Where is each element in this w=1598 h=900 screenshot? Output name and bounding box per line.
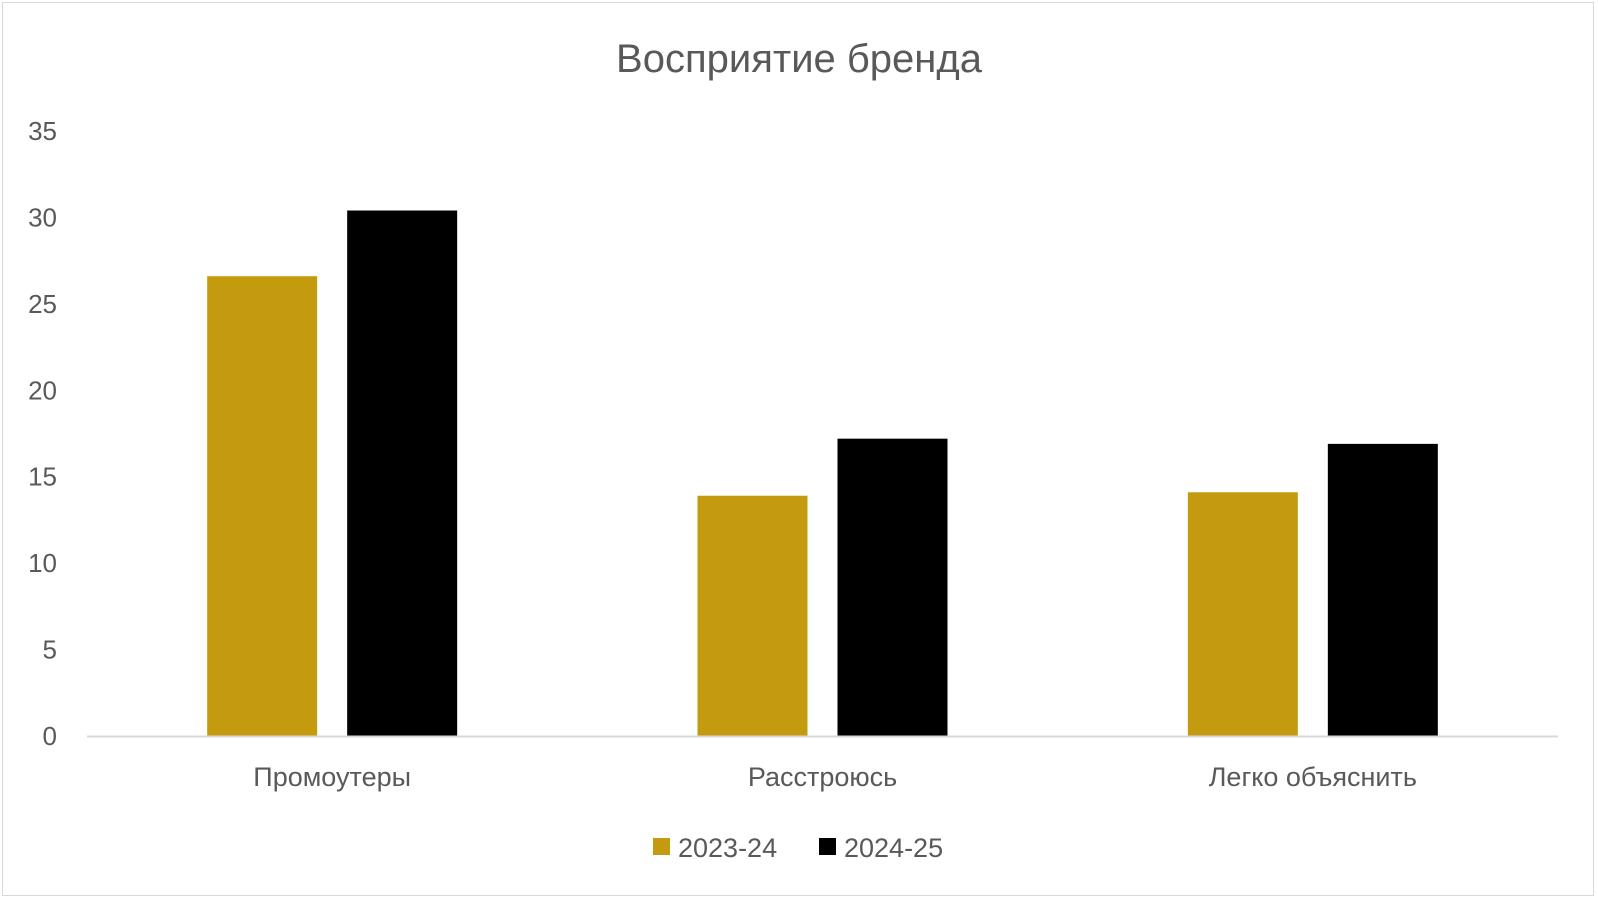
category-label: Промоутеры bbox=[253, 762, 411, 792]
y-tick-label: 30 bbox=[28, 202, 57, 232]
y-tick-label: 10 bbox=[28, 548, 57, 578]
y-tick-label: 0 bbox=[43, 721, 57, 751]
legend-label: 2024-25 bbox=[844, 833, 943, 863]
bar-2024-25-1 bbox=[347, 210, 458, 736]
bar-2024-25-2 bbox=[837, 438, 948, 736]
bars bbox=[207, 210, 1438, 736]
category-label: Расстроюсь bbox=[748, 762, 897, 792]
chart-title: Восприятие бренда bbox=[616, 37, 983, 81]
y-tick-label: 5 bbox=[43, 635, 57, 665]
category-labels: Промоутеры Расстроюсь Легко объяснить bbox=[253, 762, 1417, 792]
legend: 2023-24 2024-25 bbox=[653, 833, 943, 863]
bar-2023-24-3 bbox=[1187, 492, 1298, 736]
y-tick-label: 35 bbox=[28, 116, 57, 146]
legend-swatch-2023-24 bbox=[653, 838, 670, 855]
legend-swatch-2024-25 bbox=[819, 838, 836, 855]
legend-label: 2023-24 bbox=[678, 833, 777, 863]
y-tick-label: 15 bbox=[28, 462, 57, 492]
bar-2023-24-2 bbox=[697, 495, 808, 736]
y-tick-label: 25 bbox=[28, 289, 57, 319]
y-tick-label: 20 bbox=[28, 375, 57, 405]
bar-2024-25-3 bbox=[1327, 443, 1438, 736]
bar-2023-24-1 bbox=[207, 276, 318, 736]
category-label: Легко объяснить bbox=[1209, 762, 1417, 792]
y-axis-ticks: 0 5 10 15 20 25 30 35 bbox=[28, 116, 57, 751]
